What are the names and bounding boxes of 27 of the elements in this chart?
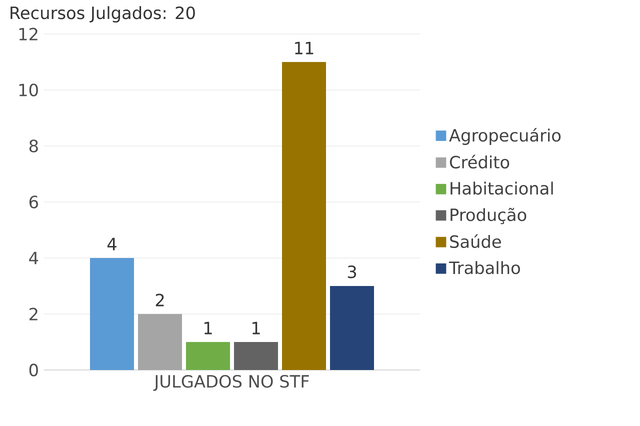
y-tick-label: 8 bbox=[29, 140, 38, 152]
y-tick-label: 4 bbox=[29, 252, 38, 264]
data-label: 11 bbox=[295, 42, 314, 54]
legend-label: Produção bbox=[450, 208, 526, 224]
chart-title: Recursos Julgados: 20 bbox=[10, 6, 195, 22]
x-tick-label: JULGADOS NO STF bbox=[153, 374, 309, 391]
data-label: 3 bbox=[348, 265, 356, 278]
legend-label: Crédito bbox=[450, 154, 510, 169]
legend-label: Agropecuário bbox=[449, 128, 561, 145]
bar bbox=[330, 286, 374, 370]
y-tick-label: 10 bbox=[19, 84, 38, 96]
legend-label: Saúde bbox=[450, 234, 501, 248]
data-label: 4 bbox=[107, 238, 116, 250]
legend-label: Habitacional bbox=[450, 182, 553, 195]
y-tick-label: 6 bbox=[29, 196, 38, 208]
bar bbox=[138, 314, 182, 370]
data-label: 1 bbox=[252, 322, 260, 334]
bar bbox=[282, 62, 326, 370]
bar bbox=[186, 342, 230, 370]
y-tick-label: 0 bbox=[29, 364, 38, 376]
y-tick-label: 2 bbox=[30, 308, 38, 320]
bar bbox=[90, 258, 134, 370]
data-label: 1 bbox=[204, 322, 212, 334]
data-label: 2 bbox=[156, 294, 164, 306]
legend-label: Trabalho bbox=[448, 261, 520, 274]
y-tick-label: 12 bbox=[19, 28, 38, 40]
bar bbox=[234, 342, 278, 370]
